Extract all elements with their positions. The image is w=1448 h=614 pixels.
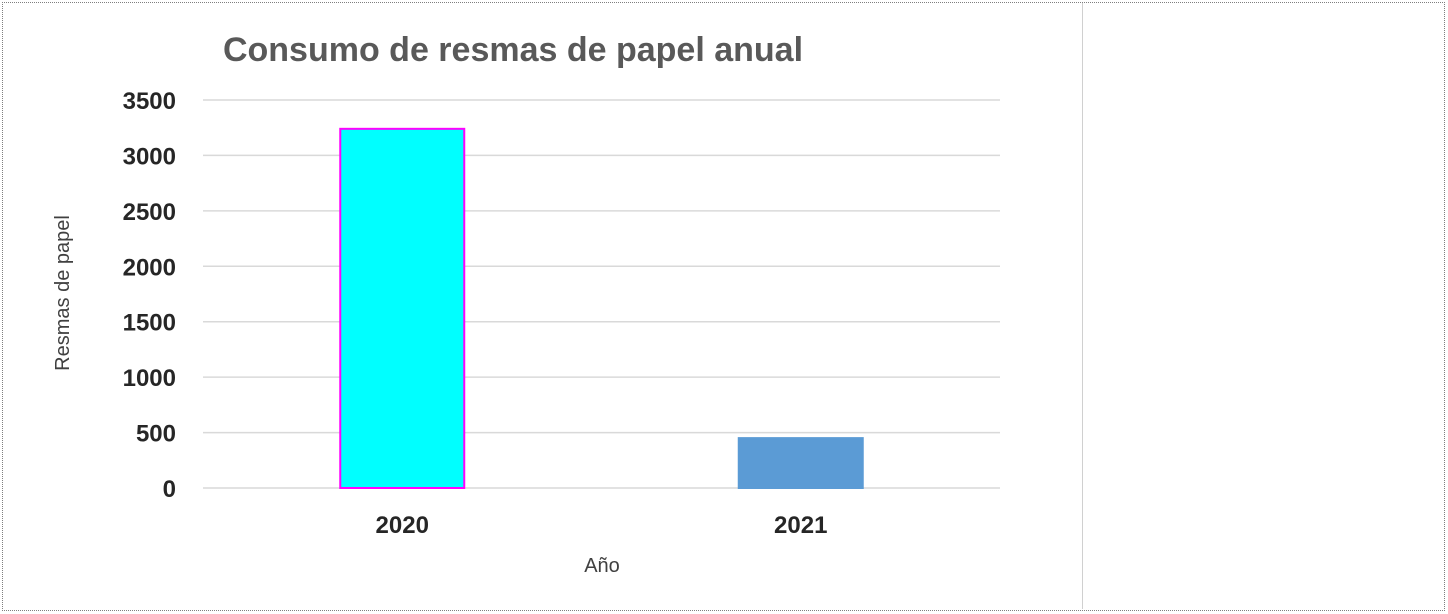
- chart-title: Consumo de resmas de papel anual: [223, 31, 803, 69]
- y-axis-title: Resmas de papel: [52, 215, 74, 371]
- bars: [339, 127, 864, 490]
- y-tick-label: 3500: [123, 88, 176, 115]
- x-tick-labels: 2020 2021: [376, 512, 828, 539]
- y-tick-labels: 0 500 1000 1500 2000 2500 3000 3500: [123, 88, 176, 503]
- panel-divider: [1082, 3, 1083, 609]
- x-axis-title: Año: [584, 555, 620, 577]
- gridlines: [203, 99, 1000, 489]
- y-tick-label: 1000: [123, 365, 176, 392]
- bar-2021: [737, 437, 864, 490]
- y-tick-label: 0: [163, 476, 176, 503]
- bar-2020: [339, 127, 466, 490]
- x-tick-label: 2020: [376, 512, 429, 539]
- y-tick-label: 3000: [123, 143, 176, 170]
- x-tick-label: 2021: [774, 512, 827, 539]
- y-tick-label: 2500: [123, 199, 176, 226]
- y-tick-label: 1500: [123, 310, 176, 337]
- y-tick-label: 500: [136, 421, 176, 448]
- y-tick-label: 2000: [123, 254, 176, 281]
